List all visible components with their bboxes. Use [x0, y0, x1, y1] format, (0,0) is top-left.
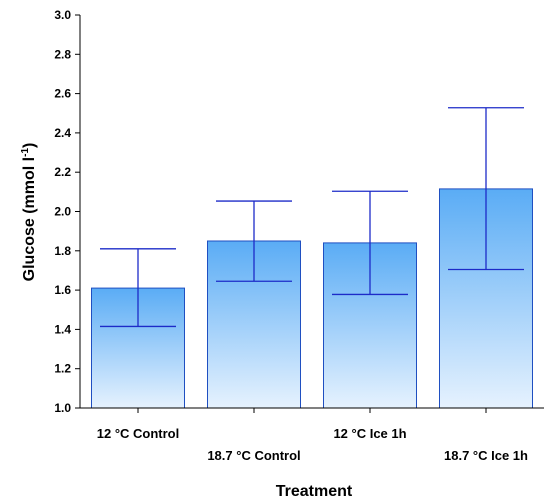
y-axis-title: Glucose (mmol l-1) — [20, 143, 38, 282]
error-bar-2 — [216, 200, 292, 282]
y-tick-label: 1.4 — [54, 322, 71, 336]
y-tick-label: 1.6 — [54, 283, 71, 297]
error-bar-4 — [448, 107, 524, 271]
y-tick-label: 1.0 — [54, 401, 71, 415]
x-tick-label: 18.7 °C Control — [207, 448, 300, 463]
y-axis-title-superscript: -1 — [20, 148, 31, 157]
bars-group — [91, 188, 533, 409]
y-tick-label: 3.0 — [54, 8, 71, 22]
y-tick-label: 2.0 — [54, 205, 71, 219]
x-tick-label: 18.7 °C Ice 1h — [444, 448, 528, 463]
y-tick-label: 1.2 — [54, 362, 71, 376]
y-tick-label: 2.8 — [54, 47, 71, 61]
y-tick-label: 2.6 — [54, 87, 71, 101]
x-ticks: 12 °C Control 18.7 °C Control 12 °C Ice 1h… — [97, 408, 528, 463]
x-axis-title: Treatment — [276, 483, 353, 500]
y-tick-label: 1.8 — [54, 244, 71, 258]
y-axis-title-main: Glucose (mmol l — [21, 157, 38, 281]
x-tick-label: 12 °C Ice 1h — [333, 426, 406, 441]
y-ticks: 1.0 1.2 1.4 1.6 1.8 2.0 2.2 2.4 2.6 2.8 3.0 — [54, 8, 80, 415]
error-bars-group — [100, 107, 524, 328]
error-bar-3 — [332, 190, 408, 296]
y-axis-title-close: ) — [21, 143, 38, 148]
x-tick-label: 12 °C Control — [97, 426, 179, 441]
error-bar-1 — [100, 248, 176, 328]
y-tick-label: 2.4 — [54, 126, 71, 140]
y-tick-label: 2.2 — [54, 165, 71, 179]
